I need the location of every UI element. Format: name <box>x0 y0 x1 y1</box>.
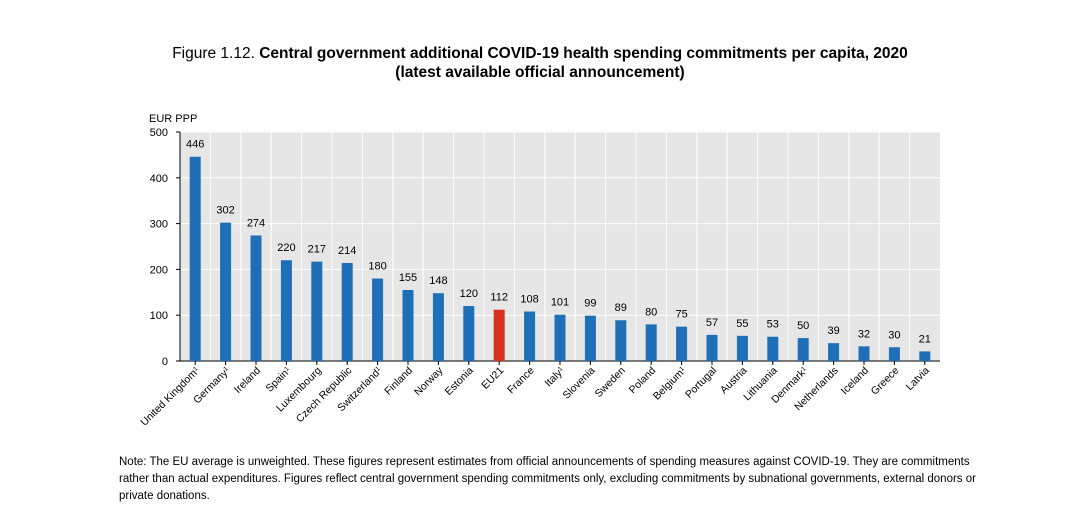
data-label: 21 <box>919 333 931 345</box>
data-label: 108 <box>520 294 538 306</box>
x-tick-label: Iceland <box>839 365 872 398</box>
y-tick-label: 100 <box>150 310 168 322</box>
bar <box>341 262 353 361</box>
chart-note: Note: The EU average is unweighted. Thes… <box>119 456 976 502</box>
x-tick-label: Slovenia <box>561 365 598 402</box>
bar <box>402 290 414 361</box>
bar <box>220 222 232 361</box>
x-tick-label: Estonia <box>443 365 476 398</box>
x-tick-label: Norway <box>412 364 446 398</box>
bar <box>463 306 475 361</box>
x-tick-label: EU21 <box>479 365 506 392</box>
data-label: 50 <box>797 320 809 332</box>
data-label: 302 <box>216 205 234 217</box>
bar <box>280 260 292 361</box>
x-tick-label: Latvia <box>904 365 932 393</box>
bar <box>493 309 505 361</box>
bar <box>432 293 444 361</box>
bar <box>767 336 779 361</box>
data-label: 214 <box>338 245 356 257</box>
x-tick-label: France <box>505 365 537 397</box>
data-label: 148 <box>429 275 447 287</box>
bar <box>554 314 566 361</box>
data-label: 57 <box>706 317 718 329</box>
bar <box>888 347 900 361</box>
data-label: 180 <box>368 261 386 273</box>
bar <box>372 278 384 361</box>
data-label: 53 <box>767 319 779 331</box>
bar <box>676 326 688 361</box>
data-label: 155 <box>399 272 417 284</box>
bar <box>706 334 718 361</box>
x-tick-label: Greece <box>869 365 902 398</box>
data-label: 120 <box>460 288 478 300</box>
bar <box>250 235 262 361</box>
data-label: 32 <box>858 328 870 340</box>
y-tick-label: 300 <box>150 219 168 231</box>
data-label: 446 <box>186 139 204 151</box>
data-label: 99 <box>584 298 596 310</box>
bar <box>189 156 201 361</box>
data-label: 75 <box>675 309 687 321</box>
bar <box>645 324 657 361</box>
y-tick-label: 400 <box>150 173 168 185</box>
bar <box>828 343 840 361</box>
x-tick-label: Belgium1 <box>651 364 689 402</box>
bar <box>858 346 870 361</box>
y-axis-label: EUR PPP <box>149 113 197 125</box>
data-label: 55 <box>736 318 748 330</box>
data-label: 220 <box>277 242 295 254</box>
x-tick-label: Sweden <box>593 365 628 400</box>
figure-title: Figure 1.12. Central government addition… <box>0 44 1080 82</box>
figure-title-line2: (latest available official announcement) <box>395 64 685 81</box>
data-label: 112 <box>490 292 508 304</box>
data-label: 80 <box>645 306 657 318</box>
bar <box>919 351 931 361</box>
x-tick-label: Finland <box>382 365 415 398</box>
x-tick-label: Italy1 <box>542 364 567 389</box>
figure-title-line1: Central government additional COVID-19 h… <box>259 45 908 62</box>
x-tick-label: Ireland <box>232 365 263 396</box>
bar <box>524 311 536 361</box>
y-tick-label: 0 <box>162 356 168 368</box>
bar <box>797 338 809 361</box>
bar <box>736 335 748 361</box>
x-tick-label: Portugal <box>683 365 719 401</box>
y-tick-label: 200 <box>150 264 168 276</box>
y-tick-label: 500 <box>150 127 168 139</box>
data-label: 39 <box>827 325 839 337</box>
data-label: 89 <box>615 302 627 314</box>
data-label: 30 <box>888 329 900 341</box>
bar <box>311 261 323 361</box>
bar <box>584 315 596 361</box>
data-label: 101 <box>551 297 569 309</box>
data-label: 274 <box>247 218 265 230</box>
figure-label: Figure 1.12. <box>172 45 255 62</box>
data-label: 217 <box>308 244 326 256</box>
bar <box>615 320 627 361</box>
